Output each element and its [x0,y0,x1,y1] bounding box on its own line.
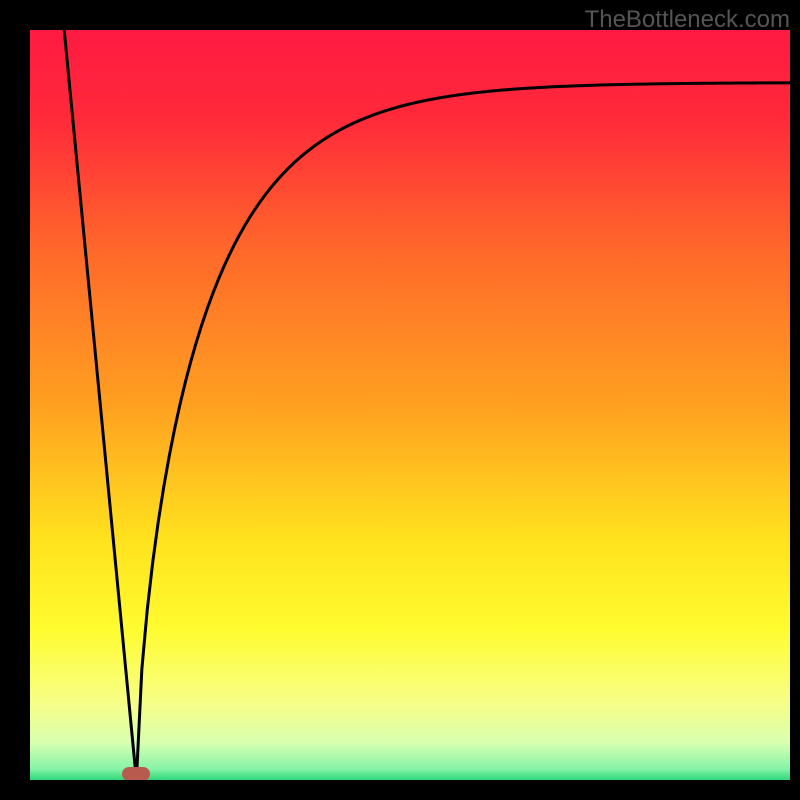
plot-area [30,30,790,780]
chart-root: TheBottleneck.com [0,0,800,800]
watermark-text: TheBottleneck.com [585,6,790,34]
gradient-background [30,30,790,780]
min-marker [122,767,150,780]
